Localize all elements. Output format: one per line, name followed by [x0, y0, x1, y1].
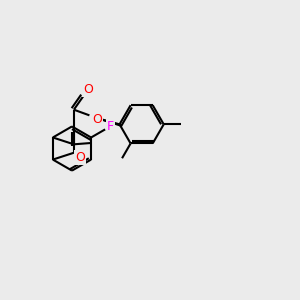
- Text: O: O: [83, 83, 93, 96]
- Text: F: F: [107, 120, 114, 133]
- Text: O: O: [75, 151, 85, 164]
- Text: O: O: [92, 113, 102, 126]
